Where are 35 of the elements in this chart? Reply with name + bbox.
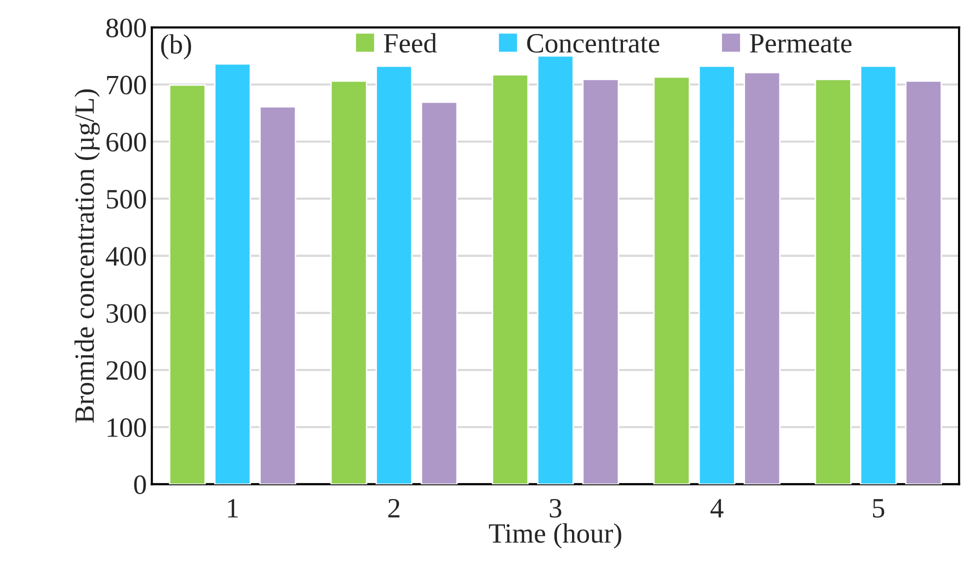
y-tick-label: 0	[134, 475, 146, 494]
bar	[582, 78, 620, 484]
bar	[698, 66, 736, 484]
bar	[168, 84, 206, 484]
y-tick-label: 200	[106, 361, 146, 380]
x-tick-label: 5	[873, 499, 884, 518]
x-tick-label: 3	[550, 498, 562, 518]
bar	[905, 80, 942, 484]
bar	[653, 76, 690, 484]
bar	[492, 74, 529, 484]
legend-label: Concentrate	[527, 34, 660, 53]
y-axis-title: Bromide concentration (µg/L)	[74, 89, 100, 423]
legend-label: Permeate	[750, 34, 852, 53]
y-tick-label: 100	[108, 418, 146, 438]
bar	[420, 102, 458, 484]
x-tick-label: 1	[228, 499, 238, 518]
annotation: (b)	[161, 34, 192, 60]
x-tick-label: 2	[388, 498, 400, 518]
y-tick-label: 800	[106, 18, 146, 38]
x-axis-title: Time (hour)	[488, 523, 622, 548]
x-tick-label: 4	[710, 499, 724, 518]
legend-label: Feed	[384, 33, 437, 53]
bar	[376, 66, 412, 484]
y-tick-label: 300	[106, 304, 146, 323]
y-tick-label: 600	[106, 132, 146, 152]
bar	[860, 66, 897, 484]
bar	[259, 106, 296, 484]
bar	[330, 80, 368, 484]
bar	[537, 55, 574, 484]
bar	[744, 72, 781, 484]
bar	[814, 78, 852, 484]
bar	[214, 63, 252, 484]
y-tick-label: 700	[107, 76, 146, 94]
y-tick-label: 500	[106, 190, 146, 209]
y-tick-label: 400	[106, 246, 146, 266]
